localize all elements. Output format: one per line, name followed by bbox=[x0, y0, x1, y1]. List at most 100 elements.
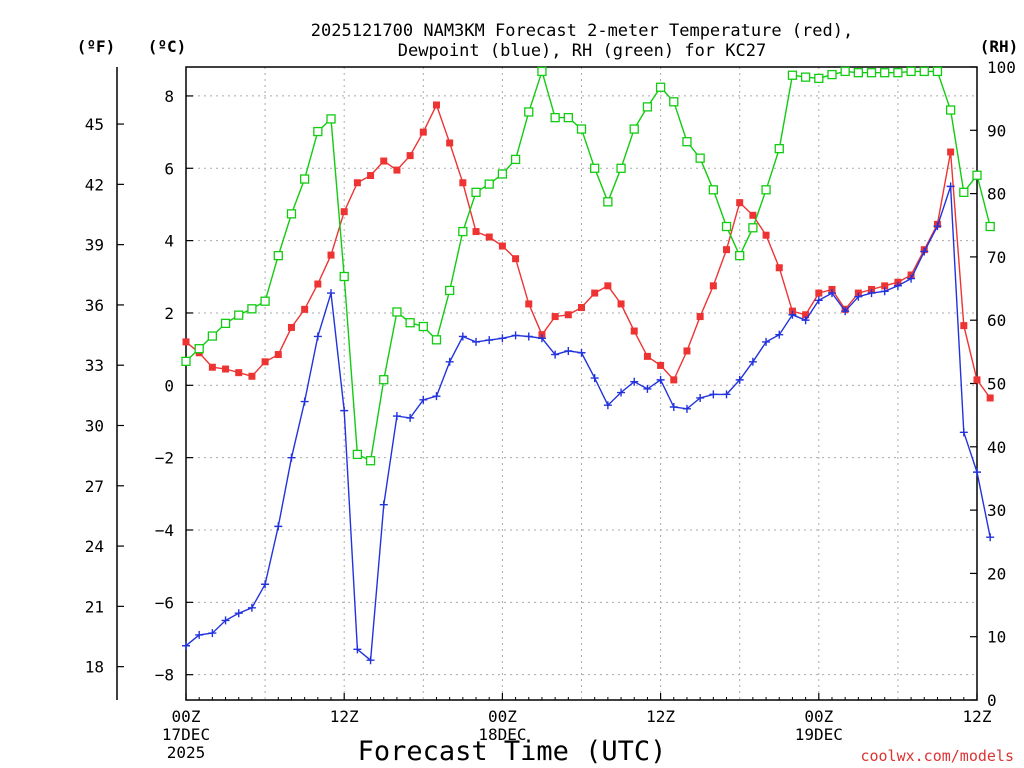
temperature-point bbox=[709, 282, 717, 290]
rh-point bbox=[919, 66, 929, 77]
x-tick-label: 00Z bbox=[172, 707, 201, 726]
fahrenheit-tick-label: 39 bbox=[85, 236, 104, 255]
rh-point bbox=[748, 223, 758, 233]
dewpoint-point bbox=[379, 500, 388, 509]
chart-title-line1: 2025121700 NAM3KM Forecast 2-meter Tempe… bbox=[311, 21, 853, 41]
dewpoint-point bbox=[907, 274, 916, 283]
rh-point bbox=[445, 285, 455, 296]
temperature-point bbox=[432, 101, 440, 109]
fahrenheit-tick-label: 30 bbox=[85, 416, 104, 435]
rh-point bbox=[840, 66, 850, 77]
rh-point bbox=[207, 331, 218, 341]
temperature-point bbox=[630, 327, 638, 335]
x-tick-label: 18DEC bbox=[478, 725, 526, 744]
dewpoint-point bbox=[788, 310, 797, 319]
dewpoint-point bbox=[208, 629, 217, 638]
rh-point bbox=[194, 344, 204, 354]
rh-point bbox=[590, 163, 600, 173]
temperature-point bbox=[248, 372, 256, 380]
temperature-point bbox=[327, 251, 335, 259]
dewpoint-point bbox=[630, 377, 639, 386]
dewpoint-point bbox=[261, 580, 270, 589]
celsius-tick-label: 0 bbox=[164, 376, 174, 395]
temperature-point bbox=[393, 166, 401, 174]
x-tick-label: 00Z bbox=[804, 707, 833, 726]
dewpoint-point bbox=[485, 336, 494, 345]
x-tick-label: 19DEC bbox=[795, 725, 843, 744]
rh-point bbox=[220, 318, 231, 329]
rh-line bbox=[185, 68, 991, 462]
rh-point bbox=[273, 250, 283, 261]
rh-point bbox=[234, 310, 244, 320]
temperature-point bbox=[419, 128, 427, 136]
dewpoint-point bbox=[762, 337, 771, 346]
rh-point bbox=[524, 107, 534, 117]
dewpoint-point bbox=[432, 392, 441, 401]
temperature-point bbox=[406, 152, 414, 160]
temperature-point bbox=[182, 338, 190, 346]
fahrenheit-tick-label: 27 bbox=[85, 477, 104, 496]
rh-point bbox=[365, 456, 376, 466]
dewpoint-point bbox=[234, 609, 243, 618]
temperature-point bbox=[881, 282, 889, 290]
temperature-point bbox=[287, 323, 295, 331]
rh-point bbox=[497, 169, 508, 179]
dewpoint-point bbox=[340, 406, 349, 415]
rh-point bbox=[972, 170, 982, 180]
dewpoint-point bbox=[300, 397, 309, 406]
dewpoint-point bbox=[880, 287, 889, 296]
rh-point bbox=[431, 335, 442, 345]
dewpoint-point bbox=[986, 533, 995, 542]
celsius-tick-label: 4 bbox=[164, 232, 174, 251]
dewpoint-point bbox=[946, 182, 955, 191]
celsius-tick-label: 8 bbox=[164, 87, 174, 106]
rh-point bbox=[537, 66, 547, 77]
celsius-tick-label: −2 bbox=[155, 449, 174, 468]
fahrenheit-tick-label: 24 bbox=[85, 537, 104, 556]
temperature-point bbox=[696, 313, 704, 321]
temperature-point bbox=[947, 148, 955, 156]
temperature-point bbox=[670, 376, 678, 384]
dewpoint-point bbox=[735, 375, 744, 384]
temperature-point bbox=[815, 289, 823, 297]
dewpoint-point bbox=[854, 292, 863, 301]
rh-point bbox=[866, 68, 877, 78]
temperature-point bbox=[551, 313, 559, 321]
temperature-point bbox=[736, 199, 744, 207]
temperature-point bbox=[525, 300, 533, 308]
rh-point bbox=[339, 271, 349, 282]
dewpoint-point bbox=[709, 390, 718, 399]
rh-point bbox=[655, 82, 666, 92]
dewpoint-point bbox=[182, 641, 190, 650]
temperature-point bbox=[749, 211, 757, 219]
dewpoint-point bbox=[287, 453, 296, 462]
dewpoint-point bbox=[498, 334, 507, 343]
rh-point bbox=[959, 187, 969, 197]
rh-point bbox=[510, 154, 521, 165]
dewpoint-point bbox=[458, 332, 467, 341]
rh-tick-label: 100 bbox=[987, 58, 1016, 77]
temperature-point bbox=[353, 179, 361, 187]
dewpoint-point bbox=[511, 331, 520, 340]
dewpoint-point bbox=[419, 395, 428, 404]
temperature-point bbox=[960, 322, 968, 330]
celsius-unit-label: (ºC) bbox=[148, 37, 187, 56]
rh-point bbox=[893, 68, 903, 78]
rh-point bbox=[787, 70, 798, 80]
temperature-point bbox=[973, 376, 981, 384]
rh-point bbox=[603, 197, 613, 207]
rh-point bbox=[576, 124, 587, 134]
x-tick-label: 17DEC bbox=[162, 725, 210, 744]
celsius-tick-label: −6 bbox=[155, 593, 174, 612]
dewpoint-point bbox=[696, 393, 705, 402]
x-axis-title: Forecast Time (UTC) bbox=[358, 736, 667, 767]
rh-point bbox=[181, 356, 191, 366]
dewpoint-point bbox=[827, 289, 836, 298]
rh-point bbox=[247, 304, 257, 314]
rh-point bbox=[945, 105, 956, 115]
dewpoint-point bbox=[748, 357, 757, 366]
rh-tick-label: 10 bbox=[987, 628, 1006, 647]
temperature-point bbox=[657, 361, 665, 369]
temperature-point bbox=[235, 369, 243, 377]
